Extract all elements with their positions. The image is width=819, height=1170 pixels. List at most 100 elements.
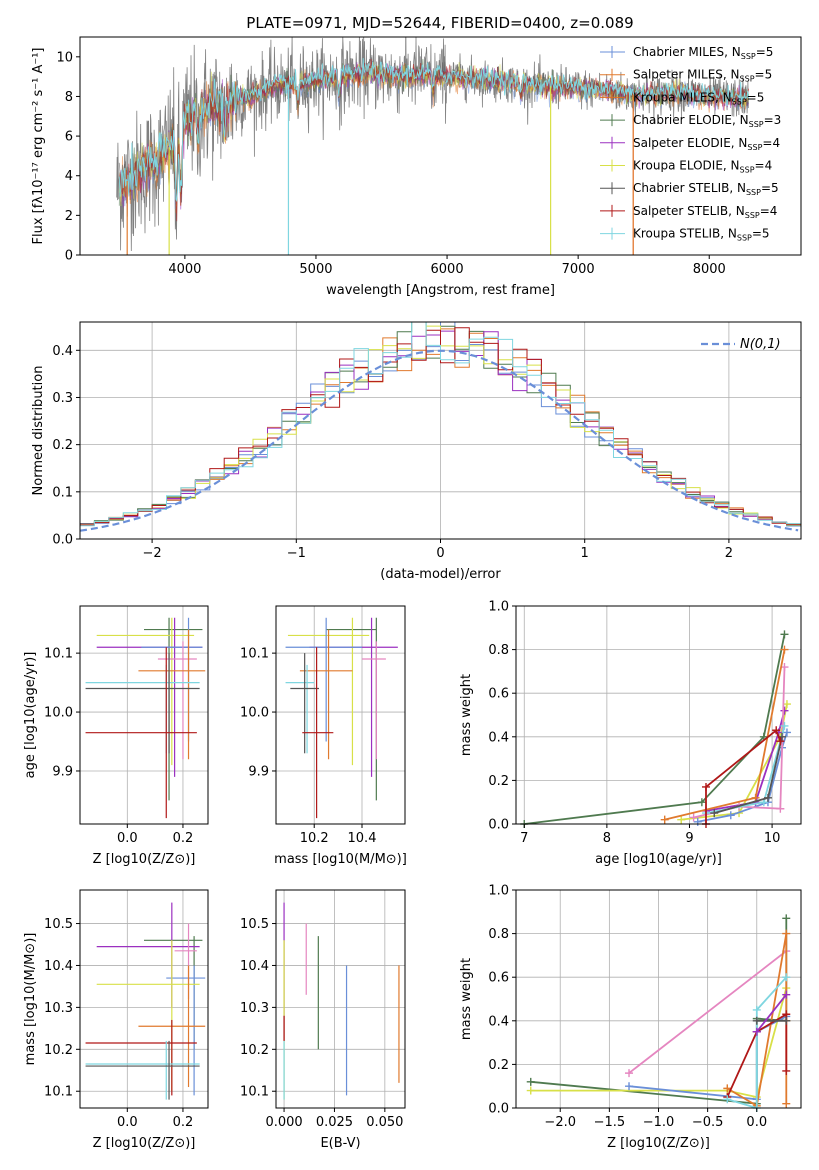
y-tick-label: 0.6 <box>488 971 509 986</box>
y-tick-label: 0.4 <box>52 344 73 359</box>
x-tick-label: 0.0 <box>117 831 138 846</box>
y-tick-label: 0.8 <box>488 927 509 942</box>
weight-marker <box>625 1069 634 1078</box>
y-axis-label: age [log10(age/yr)] <box>23 652 38 779</box>
errorbar-point <box>157 641 197 760</box>
x-tick-label: −2.0 <box>544 1115 576 1130</box>
x-tick-label: 2 <box>725 546 733 561</box>
weight-series-line <box>705 710 786 812</box>
legend-label: Salpeter STELIB, NSSP=4 <box>633 204 777 220</box>
weight-marker <box>782 914 791 923</box>
y-tick-label: 10.2 <box>240 1043 269 1058</box>
errorbar-point <box>309 617 398 777</box>
weight-series-line <box>628 950 787 1074</box>
x-tick-label: 10.4 <box>348 831 377 846</box>
x-tick-label: −2 <box>143 546 162 561</box>
weight-marker <box>723 1095 732 1104</box>
x-axis-label: wavelength [Angstrom, rest frame] <box>326 283 555 298</box>
x-tick-label: 0.0 <box>117 1115 138 1130</box>
y-tick-label: 10.0 <box>44 706 73 721</box>
y-tick-label: 10.5 <box>44 917 73 932</box>
spectrum-panel: 4000 5000 6000 7000 8000 0 2 4 6 8 10 wavelength [A… <box>31 36 802 298</box>
errorbar-point <box>302 647 334 819</box>
x-tick-label: 8000 <box>693 262 726 277</box>
x-axis-label: Z [log10(Z/Z⊙)] <box>93 1136 196 1151</box>
y-axis-label: Normed distribution <box>31 366 46 496</box>
axes-frame <box>515 605 802 825</box>
y-tick-label: 4 <box>65 169 73 184</box>
residuals-panel: −2 −1 0 1 2 0.0 0.1 0.2 0.3 0.4 (data-model)/error… <box>31 321 802 582</box>
weight-marker <box>752 1027 761 1036</box>
y-tick-label: 0.8 <box>488 643 509 658</box>
y-tick-label: 10 <box>56 50 73 65</box>
y-tick-label: 0.2 <box>488 1058 509 1073</box>
x-tick-label: −1 <box>287 546 306 561</box>
x-tick-label: −1.0 <box>643 1115 675 1130</box>
y-tick-label: 0.3 <box>52 391 73 406</box>
y-tick-label: 0.4 <box>488 1014 509 1029</box>
errorbar-point <box>299 629 353 760</box>
mass-vs-Z-panel: 0.0 0.2 10.1 10.2 10.3 10.4 10.5 Z [log10(Z/Z⊙)… <box>23 889 209 1151</box>
errorbar-point <box>96 940 200 1092</box>
weight-marker <box>776 737 785 746</box>
y-tick-label: 0.6 <box>488 687 509 702</box>
y-axis-label: Flux [fλ10⁻¹⁷ erg cm⁻² s⁻¹ A⁻¹] <box>31 48 46 245</box>
y-tick-label: 10.1 <box>240 1085 269 1100</box>
x-tick-label: 0.2 <box>173 1115 194 1130</box>
weight-marker <box>780 706 789 715</box>
legend-label: Kroupa STELIB, NSSP=5 <box>633 227 770 243</box>
weight-marker <box>782 1066 791 1075</box>
weight-marker <box>782 1099 791 1108</box>
y-tick-label: 10.0 <box>240 706 269 721</box>
errorbar-point <box>96 902 200 1008</box>
spectrum-legend: Chabrier MILES, NSSP=5 Salpeter MILES, NS… <box>600 45 781 243</box>
x-tick-label: 10 <box>764 831 781 846</box>
weight-marker <box>697 798 706 807</box>
errorbar-point <box>326 617 377 801</box>
spectrum-lines <box>116 37 750 255</box>
y-axis-label: mass weight <box>459 958 474 1040</box>
x-axis-label: (data-model)/error <box>380 567 501 582</box>
x-tick-label: 7 <box>520 831 528 846</box>
weight-marker <box>726 811 735 820</box>
weight-marker <box>782 990 791 999</box>
x-tick-label: 4000 <box>168 262 201 277</box>
weight-marker <box>782 929 791 938</box>
y-tick-label: 10.5 <box>240 917 269 932</box>
y-tick-label: 0.1 <box>52 485 73 500</box>
model-spectrum-kroupa-stelib <box>118 58 750 203</box>
legend-label: Chabrier MILES, NSSP=5 <box>633 45 773 61</box>
weight-vs-age-panel: 7 8 9 10 0.0 0.2 0.4 0.6 0.8 1.0 age [log10(age/yr… <box>459 600 802 867</box>
y-tick-label: 10.3 <box>44 1001 73 1016</box>
y-tick-label: 10.2 <box>44 1043 73 1058</box>
errorbar-point <box>85 1040 200 1100</box>
x-axis-label: Z [log10(Z/Z⊙)] <box>93 852 196 867</box>
normal-curve <box>80 349 799 532</box>
errorbar-point <box>85 1019 197 1096</box>
x-tick-label: 0 <box>436 546 444 561</box>
y-tick-label: 6 <box>65 130 73 145</box>
weight-series-line <box>530 987 788 1099</box>
x-tick-label: 0.2 <box>173 831 194 846</box>
y-tick-label: 0.4 <box>488 730 509 745</box>
weight-marker <box>526 1077 535 1086</box>
weight-series-line <box>693 666 786 819</box>
weight-marker <box>625 1082 634 1091</box>
errorbar-point <box>362 641 386 760</box>
y-tick-label: 10.1 <box>240 647 269 662</box>
legend-label: Kroupa MILES, NSSP=5 <box>633 90 764 106</box>
y-tick-label: 10.3 <box>240 1001 269 1016</box>
weight-marker <box>710 809 719 818</box>
errorbar-point <box>85 647 197 819</box>
legend-label: Kroupa ELODIE, NSSP=4 <box>633 159 772 175</box>
x-tick-label: 9 <box>685 831 693 846</box>
y-tick-label: 0.2 <box>52 438 73 453</box>
y-tick-label: 0.0 <box>52 533 73 548</box>
errorbar-point <box>96 617 203 777</box>
age-vs-Z-panel: 0.0 0.2 9.9 10.0 10.1 Z [log10(Z/Z⊙)] age [log… <box>23 605 209 867</box>
weight-marker <box>780 645 789 654</box>
legend-label: Salpeter ELODIE, NSSP=4 <box>633 136 780 152</box>
weight-marker <box>763 793 772 802</box>
weight-marker <box>689 813 698 822</box>
axes-frame <box>79 36 802 256</box>
